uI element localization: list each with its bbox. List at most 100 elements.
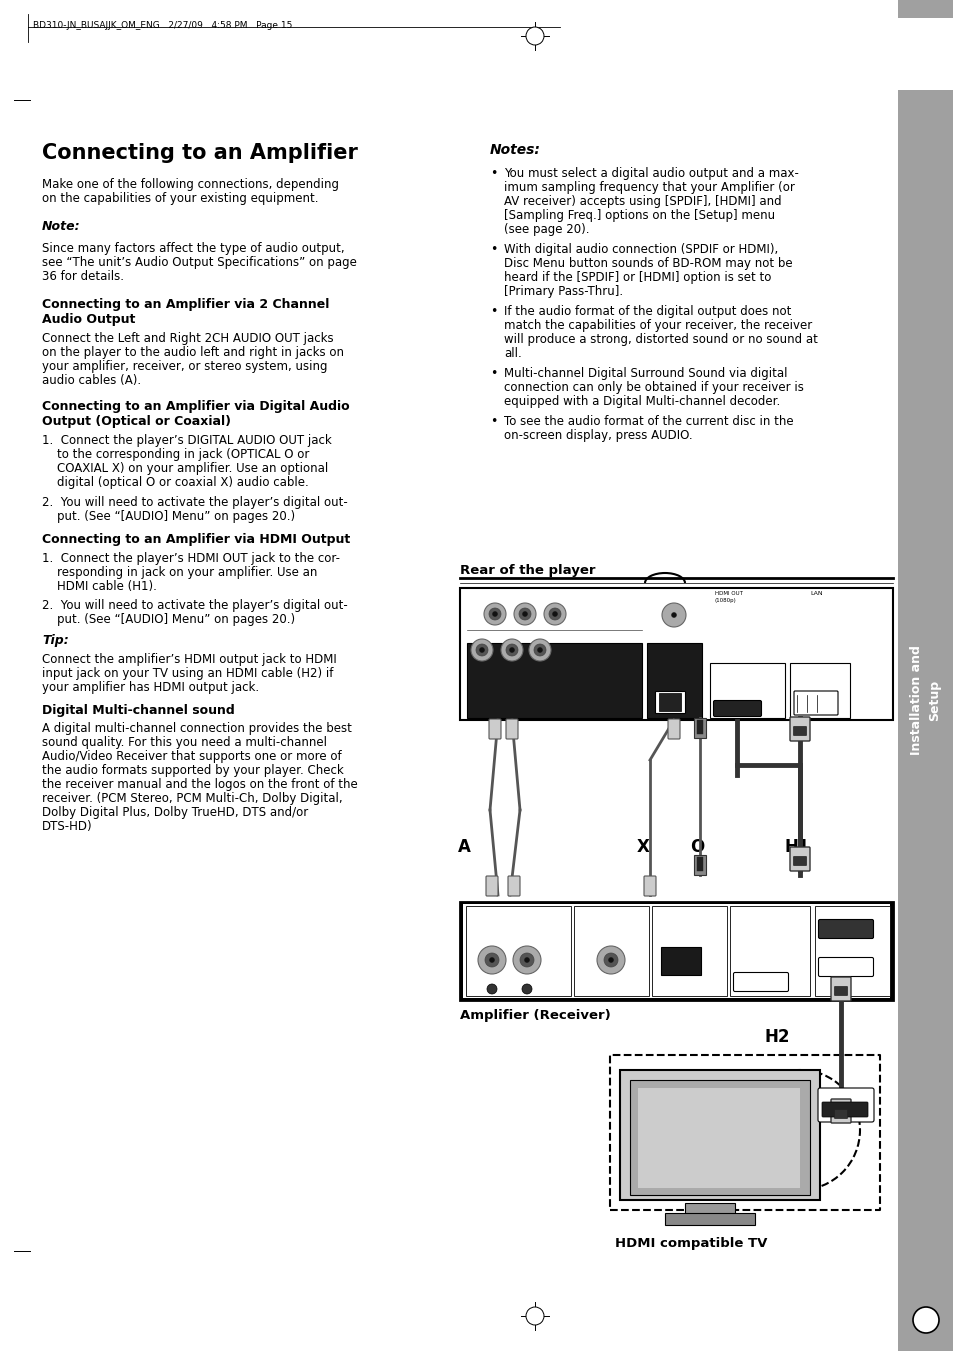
- Bar: [693, 855, 705, 875]
- Text: 1.  Connect the player’s DIGITAL AUDIO OUT jack: 1. Connect the player’s DIGITAL AUDIO OU…: [42, 434, 332, 447]
- Bar: [709, 663, 784, 717]
- Text: •: •: [490, 415, 497, 428]
- Circle shape: [513, 946, 540, 974]
- Circle shape: [514, 603, 536, 626]
- Text: DIGITAL: DIGITAL: [648, 590, 667, 594]
- Bar: [609, 1055, 879, 1210]
- Circle shape: [552, 612, 557, 616]
- FancyBboxPatch shape: [821, 1102, 867, 1117]
- Text: 1.  Connect the player’s HDMI OUT jack to the cor-: 1. Connect the player’s HDMI OUT jack to…: [42, 553, 339, 565]
- Circle shape: [524, 958, 529, 962]
- Text: HDMI compatible TV: HDMI compatible TV: [615, 1238, 766, 1250]
- FancyBboxPatch shape: [789, 717, 809, 740]
- Text: 2.  You will need to activate the player’s digital out-: 2. You will need to activate the player’…: [42, 598, 348, 612]
- FancyBboxPatch shape: [834, 1109, 846, 1119]
- Text: X: X: [637, 838, 649, 857]
- Text: Connect the amplifier’s HDMI output jack to HDMI: Connect the amplifier’s HDMI output jack…: [42, 653, 336, 666]
- Text: Connecting to an Amplifier via 2 Channel: Connecting to an Amplifier via 2 Channel: [42, 299, 329, 311]
- Bar: [659, 693, 680, 711]
- Circle shape: [525, 27, 543, 45]
- Bar: [619, 1070, 820, 1200]
- Bar: [697, 720, 702, 734]
- Bar: [789, 663, 849, 717]
- Bar: [462, 904, 889, 998]
- Text: VIDEO OUT: VIDEO OUT: [467, 667, 494, 673]
- Text: LAN: LAN: [809, 590, 821, 596]
- Text: Audio/Video Receiver that supports one or more of: Audio/Video Receiver that supports one o…: [42, 750, 341, 763]
- Text: 36 for details.: 36 for details.: [42, 270, 124, 282]
- Text: sound quality. For this you need a multi-channel: sound quality. For this you need a multi…: [42, 736, 327, 748]
- Text: H2: H2: [764, 1028, 790, 1046]
- Text: Amplifier (Receiver): Amplifier (Receiver): [459, 1009, 610, 1021]
- Text: HDMI OUTPUT: HDMI OUTPUT: [817, 916, 867, 921]
- FancyBboxPatch shape: [818, 920, 873, 939]
- Text: •: •: [490, 243, 497, 255]
- Text: You must select a digital audio output and a max-: You must select a digital audio output a…: [503, 168, 798, 180]
- Text: Connecting to an Amplifier via Digital Audio: Connecting to an Amplifier via Digital A…: [42, 400, 349, 413]
- Text: Since many factors affect the type of audio output,: Since many factors affect the type of au…: [42, 242, 344, 255]
- Circle shape: [529, 639, 551, 661]
- Text: receiver. (PCM Stereo, PCM Multi-Ch, Dolby Digital,: receiver. (PCM Stereo, PCM Multi-Ch, Dol…: [42, 792, 342, 805]
- Text: Digital Multi-channel sound: Digital Multi-channel sound: [42, 704, 234, 717]
- Text: HDMI cable (H1).: HDMI cable (H1).: [42, 580, 156, 593]
- Text: heard if the [SPDIF] or [HDMI] option is set to: heard if the [SPDIF] or [HDMI] option is…: [503, 272, 771, 284]
- Text: HDMI OUT: HDMI OUT: [714, 590, 742, 596]
- Circle shape: [479, 647, 484, 653]
- Circle shape: [608, 958, 613, 962]
- FancyBboxPatch shape: [667, 719, 679, 739]
- FancyBboxPatch shape: [830, 1098, 850, 1123]
- FancyBboxPatch shape: [713, 701, 760, 716]
- Circle shape: [486, 984, 497, 994]
- Text: on the capabilities of your existing equipment.: on the capabilities of your existing equ…: [42, 192, 318, 205]
- Bar: [684, 1202, 734, 1215]
- Circle shape: [521, 984, 532, 994]
- Circle shape: [489, 958, 494, 962]
- Text: your amplifier has HDMI output jack.: your amplifier has HDMI output jack.: [42, 681, 259, 694]
- Text: •: •: [490, 168, 497, 180]
- Text: equipped with a Digital Multi-channel decoder.: equipped with a Digital Multi-channel de…: [503, 394, 780, 408]
- Circle shape: [492, 612, 497, 616]
- Bar: [693, 717, 705, 738]
- Text: HDMI INPUT: HDMI INPUT: [740, 979, 782, 985]
- Text: DIGITAL INPUT: DIGITAL INPUT: [578, 994, 629, 998]
- Text: O: O: [689, 838, 703, 857]
- Text: Note:: Note:: [42, 220, 81, 232]
- FancyBboxPatch shape: [489, 719, 500, 739]
- Text: the audio formats supported by your player. Check: the audio formats supported by your play…: [42, 765, 343, 777]
- Text: 2.  You will need to activate the player’s digital out-: 2. You will need to activate the player’…: [42, 496, 348, 509]
- FancyBboxPatch shape: [830, 977, 850, 1001]
- FancyBboxPatch shape: [818, 958, 873, 977]
- Text: COAXIAL X) on your amplifier. Use an optional: COAXIAL X) on your amplifier. Use an opt…: [42, 462, 328, 476]
- Text: will produce a strong, distorted sound or no sound at: will produce a strong, distorted sound o…: [503, 332, 817, 346]
- FancyBboxPatch shape: [485, 875, 497, 896]
- Bar: [646, 643, 701, 717]
- Text: (see page 20).: (see page 20).: [503, 223, 589, 236]
- FancyBboxPatch shape: [817, 1088, 873, 1121]
- Text: DIGITAL INPUT: DIGITAL INPUT: [656, 994, 706, 998]
- Circle shape: [548, 608, 560, 620]
- Text: Pb: Pb: [517, 598, 522, 603]
- Text: connection can only be obtained if your receiver is: connection can only be obtained if your …: [503, 381, 803, 394]
- Circle shape: [522, 612, 527, 616]
- Text: COMPONENT VIDEO OUT: COMPONENT VIDEO OUT: [470, 590, 537, 594]
- Text: audio cables (A).: audio cables (A).: [42, 374, 141, 386]
- Text: Disc Menu button sounds of BD-ROM may not be: Disc Menu button sounds of BD-ROM may no…: [503, 257, 792, 270]
- Bar: [729, 907, 809, 996]
- Text: digital (optical O or coaxial X) audio cable.: digital (optical O or coaxial X) audio c…: [42, 476, 309, 489]
- Circle shape: [671, 612, 676, 617]
- Bar: [651, 907, 726, 996]
- Text: on-screen display, press AUDIO.: on-screen display, press AUDIO.: [503, 430, 692, 442]
- Circle shape: [597, 946, 624, 974]
- Bar: [629, 1079, 809, 1196]
- Circle shape: [500, 639, 522, 661]
- Bar: [897, 18, 953, 91]
- Text: •: •: [490, 305, 497, 317]
- Text: To see the audio format of the current disc in the: To see the audio format of the current d…: [503, 415, 793, 428]
- Text: •: •: [490, 367, 497, 380]
- Circle shape: [519, 952, 534, 967]
- Text: If the audio format of the digital output does not: If the audio format of the digital outpu…: [503, 305, 791, 317]
- Text: Multi-channel Digital Surround Sound via digital: Multi-channel Digital Surround Sound via…: [503, 367, 786, 380]
- Text: [Sampling Freq.] options on the [Setup] menu: [Sampling Freq.] options on the [Setup] …: [503, 209, 774, 222]
- Bar: [897, 0, 953, 1351]
- Bar: [574, 907, 648, 996]
